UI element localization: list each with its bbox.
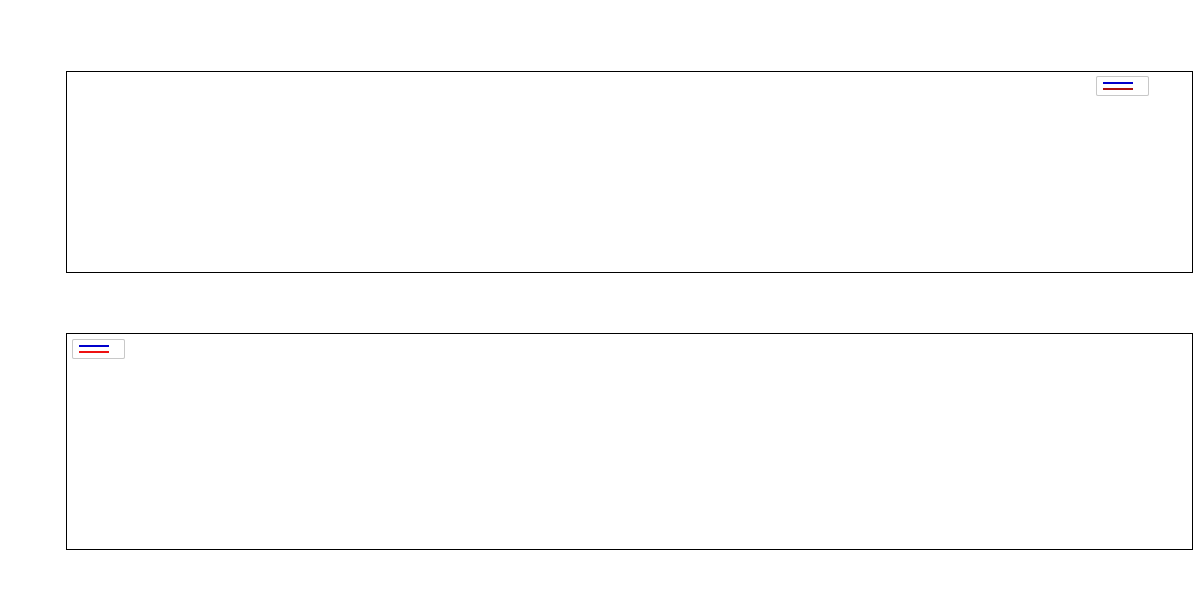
legend-item-high — [1103, 82, 1140, 84]
legend-item-high — [79, 345, 116, 347]
bottom-chart-y-axis-label — [2, 425, 42, 445]
legend-item-low — [79, 351, 116, 353]
top-chart-legend[interactable] — [1096, 76, 1149, 96]
top-chart-svg — [67, 72, 1192, 272]
top-chart-plot-area — [66, 71, 1193, 273]
bottom-chart-svg — [67, 334, 1192, 549]
top-chart-panel — [2, 71, 1193, 273]
bottom-chart-panel — [0, 315, 1200, 600]
legend-item-low — [1103, 88, 1140, 90]
legend-line-low — [1103, 88, 1133, 90]
legend-line-low — [79, 351, 109, 353]
legend-line-high — [1103, 82, 1133, 84]
bottom-chart-legend[interactable] — [72, 339, 125, 359]
legend-line-high — [79, 345, 109, 347]
bottom-chart-plot-area — [66, 333, 1193, 550]
top-chart-y-axis-label — [2, 150, 42, 170]
